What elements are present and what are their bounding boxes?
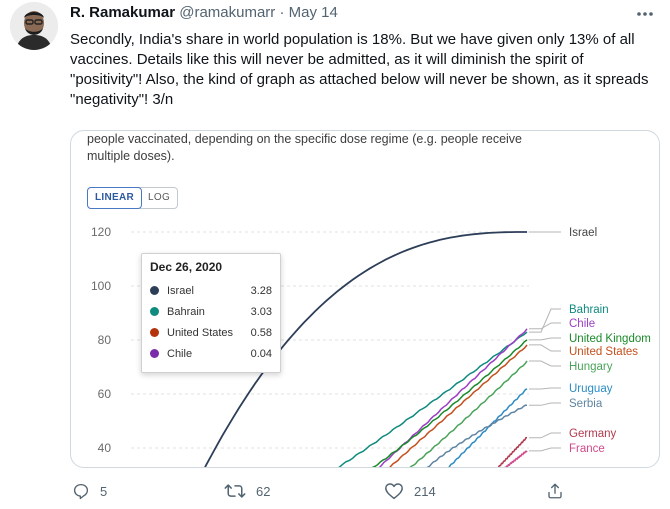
y-tick-label: 40 — [98, 441, 112, 455]
label-connector — [529, 447, 561, 452]
label-connector — [529, 387, 561, 390]
tooltip-label: Chile — [167, 347, 193, 360]
label-connector — [529, 308, 561, 333]
tooltip-value: 0.04 — [250, 347, 272, 360]
like-count: 214 — [414, 483, 436, 499]
separator-dot: · — [279, 4, 285, 21]
chart-tooltip: Dec 26, 2020 Israel 3.28 Bahrain 3.03 Un… — [141, 253, 281, 373]
label-connector — [529, 344, 561, 352]
more-icon[interactable] — [636, 4, 654, 22]
series-label: United Kingdom — [569, 333, 651, 345]
series-line-uruguay — [448, 388, 528, 467]
series-label: Hungary — [569, 361, 613, 373]
y-tick-label: 100 — [91, 279, 111, 293]
legend-swatch — [150, 307, 159, 316]
label-connector — [529, 432, 561, 439]
retweet-button[interactable]: 62 — [224, 482, 270, 500]
label-connector — [529, 402, 561, 406]
series-label: Serbia — [569, 398, 603, 410]
y-tick-label: 80 — [98, 333, 112, 347]
tooltip-value: 3.28 — [250, 284, 272, 297]
legend-swatch — [150, 349, 159, 358]
tooltip-value: 0.58 — [250, 326, 272, 339]
tooltip-label: Israel — [167, 284, 194, 297]
tweet-date[interactable]: May 14 — [288, 4, 338, 21]
tooltip-label: United States — [167, 326, 234, 339]
tooltip-row: Bahrain 3.03 — [150, 301, 272, 322]
tooltip-row: United States 0.58 — [150, 322, 272, 343]
heart-icon — [385, 483, 403, 500]
tooltip-label: Bahrain — [167, 305, 205, 318]
share-icon — [548, 483, 562, 499]
retweet-count: 62 — [256, 483, 271, 499]
reply-button[interactable]: 5 — [72, 482, 107, 500]
reply-icon — [73, 483, 89, 500]
series-label: Uruguay — [569, 383, 613, 395]
line-chart: 120 100 80 60 40 Israel Bahrain Chile United Ki… — [91, 225, 651, 467]
series-line-united-states — [389, 344, 528, 467]
series-label: France — [569, 443, 605, 455]
series-line-bahrain — [338, 331, 528, 467]
avatar[interactable] — [10, 2, 58, 50]
like-button[interactable]: 214 — [384, 482, 436, 500]
share-button[interactable] — [546, 482, 574, 500]
chart-caption: people vaccinated, depending on the spec… — [87, 132, 523, 163]
retweet-icon — [224, 484, 246, 498]
tooltip-row: Israel 3.28 — [150, 280, 272, 301]
tweet-media-chart[interactable]: people vaccinated, depending on the spec… — [70, 130, 660, 468]
tooltip-value: 3.03 — [250, 305, 272, 318]
scale-toggle: LINEAR LOG — [87, 187, 179, 209]
series-label: United States — [569, 346, 638, 358]
y-tick-label: 120 — [91, 225, 111, 239]
label-connector — [529, 360, 561, 367]
log-scale-button[interactable]: LOG — [148, 192, 171, 203]
tweet-actions: 5 62 214 — [70, 482, 660, 506]
tweet-header: R. Ramakumar @ramakumarr · May 14 — [70, 4, 338, 21]
label-connector — [529, 337, 561, 341]
series-label: Bahrain — [569, 304, 609, 316]
series-label: Germany — [569, 428, 617, 440]
series-line-serbia — [426, 404, 527, 467]
avatar-image — [10, 2, 58, 50]
series-line-france — [504, 450, 528, 467]
legend-swatch — [150, 328, 159, 337]
series-line-hungary — [409, 360, 528, 467]
tooltip-row: Chile 0.04 — [150, 343, 272, 364]
series-line-united-kingdom — [371, 339, 528, 467]
series-line-israel — [204, 231, 527, 467]
series-label: Chile — [569, 318, 595, 330]
series-line-germany — [497, 436, 528, 467]
reply-count: 5 — [100, 483, 108, 499]
author-name[interactable]: R. Ramakumar — [70, 4, 176, 21]
linear-scale-button[interactable]: LINEAR — [87, 187, 143, 209]
tooltip-date: Dec 26, 2020 — [150, 260, 223, 274]
series-label: Israel — [569, 227, 597, 239]
y-tick-label: 60 — [98, 387, 112, 401]
legend-swatch — [150, 286, 159, 295]
author-handle[interactable]: @ramakumarr — [179, 4, 276, 21]
label-connector — [529, 322, 561, 330]
tweet-text: Secondly, India's share in world populat… — [70, 31, 649, 108]
